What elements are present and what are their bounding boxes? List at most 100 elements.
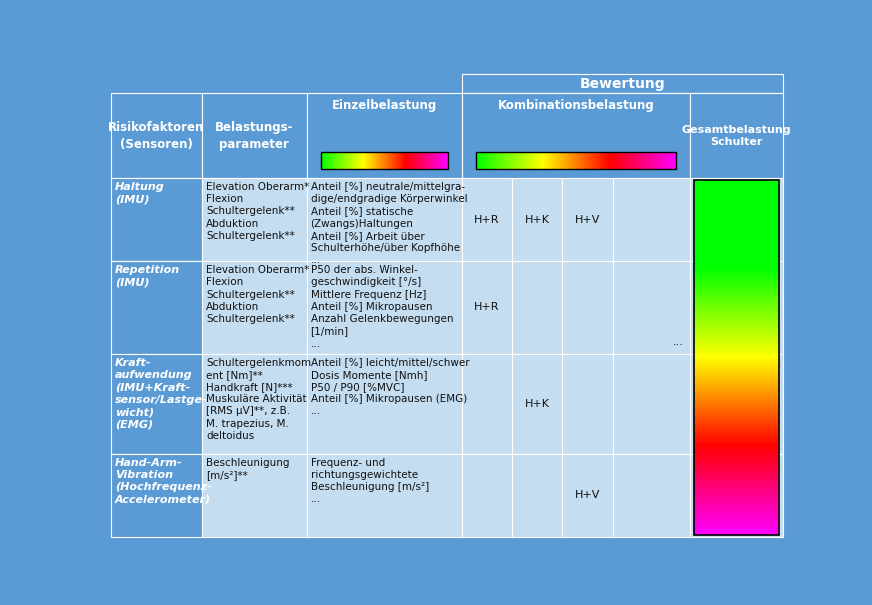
Bar [411, 152, 412, 169]
Text: Haltung
(IMU): Haltung (IMU) [115, 182, 165, 204]
Bar [694, 525, 780, 526]
Bar [694, 200, 780, 201]
Bar [363, 152, 364, 169]
Bar [383, 152, 384, 169]
Bar [426, 152, 427, 169]
Bar [694, 295, 780, 296]
Bar [694, 452, 780, 453]
Bar [603, 152, 604, 169]
Bar [694, 325, 780, 327]
Bar [694, 431, 780, 433]
Bar [694, 381, 780, 382]
Bar [694, 326, 780, 327]
Bar [426, 152, 427, 169]
Bar [444, 152, 445, 169]
Bar [577, 152, 579, 169]
Bar [441, 152, 442, 169]
Bar [694, 480, 780, 482]
Bar [694, 229, 780, 230]
Bar [694, 347, 780, 348]
Bar [694, 299, 780, 301]
Bar [414, 152, 415, 169]
Bar [596, 152, 597, 169]
Bar [694, 523, 780, 524]
Bar [307, 178, 461, 261]
Bar [694, 373, 780, 374]
Bar [694, 309, 780, 310]
Bar [342, 152, 343, 169]
Bar [598, 152, 599, 169]
Bar [355, 152, 356, 169]
Text: H+R: H+R [474, 215, 500, 224]
Bar [528, 152, 529, 169]
Bar [694, 251, 780, 252]
Bar [527, 152, 528, 169]
Bar [694, 293, 780, 295]
Bar [694, 226, 780, 227]
Bar [557, 152, 558, 169]
Bar [694, 370, 780, 371]
Bar [640, 152, 642, 169]
Bar [512, 354, 562, 454]
Bar [349, 152, 350, 169]
Bar [582, 152, 583, 169]
Bar [694, 380, 780, 381]
Bar [665, 152, 666, 169]
Bar [383, 152, 384, 169]
Bar [694, 302, 780, 304]
Bar [694, 384, 780, 385]
Bar [364, 152, 365, 169]
Bar [694, 468, 780, 469]
Bar [694, 351, 780, 352]
Bar [509, 152, 510, 169]
Bar [694, 220, 780, 221]
Bar [520, 152, 521, 169]
Bar [694, 240, 780, 241]
Bar [694, 208, 780, 209]
Bar [421, 152, 422, 169]
Bar [694, 254, 780, 256]
Bar [694, 489, 780, 490]
Bar [359, 152, 360, 169]
Bar [694, 413, 780, 414]
Bar [694, 314, 780, 315]
Bar [372, 152, 373, 169]
Bar [694, 274, 780, 275]
Bar [636, 152, 637, 169]
Bar [498, 152, 500, 169]
Bar [607, 152, 609, 169]
Bar [694, 368, 780, 370]
Bar [391, 152, 392, 169]
Bar [326, 152, 327, 169]
Bar [562, 261, 613, 354]
Bar [694, 456, 780, 457]
Bar [694, 395, 780, 396]
Bar [655, 152, 657, 169]
Bar [694, 306, 780, 307]
Bar [694, 264, 780, 266]
Bar [405, 152, 406, 169]
Bar [694, 235, 780, 236]
Bar [594, 152, 596, 169]
Bar [444, 152, 445, 169]
Bar [694, 416, 780, 417]
Bar [694, 379, 780, 381]
Bar [694, 212, 780, 213]
Bar [387, 152, 388, 169]
Bar [691, 93, 783, 178]
Bar [351, 152, 352, 169]
Bar [694, 231, 780, 232]
Bar [668, 152, 669, 169]
Bar [694, 225, 780, 226]
Bar [694, 389, 780, 390]
Bar [605, 152, 606, 169]
Bar [369, 152, 370, 169]
Bar [694, 469, 780, 471]
Bar [694, 284, 780, 285]
Bar [694, 317, 780, 319]
Bar [379, 152, 380, 169]
Bar [694, 401, 780, 402]
Bar [521, 152, 522, 169]
Bar [694, 273, 780, 274]
Bar [694, 284, 780, 286]
